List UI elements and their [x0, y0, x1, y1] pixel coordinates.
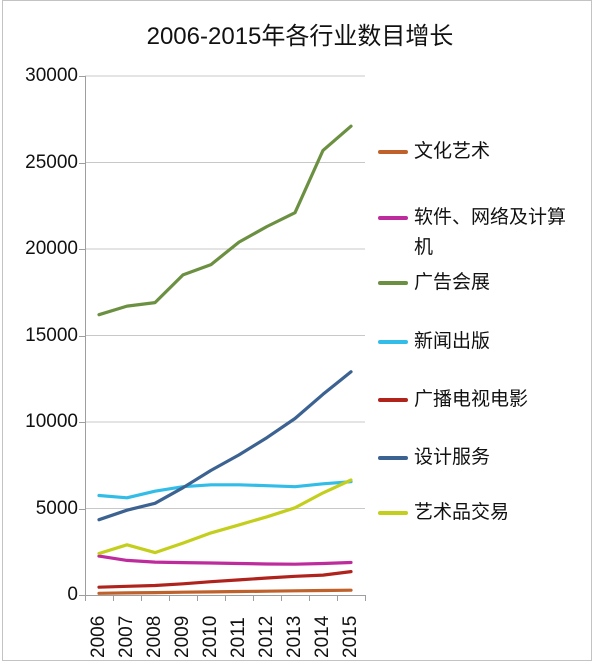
legend-label-design-services: 设计服务 [414, 447, 491, 468]
y-axis-tick [79, 76, 85, 77]
legend-swatch-art-trading [378, 511, 408, 515]
legend-label-art-trading: 艺术品交易 [414, 502, 510, 523]
x-axis-label: 2007 [116, 615, 137, 658]
x-axis-label: 2009 [172, 615, 193, 658]
chart-border [2, 0, 592, 661]
x-axis-tick [337, 595, 338, 601]
x-axis-tick [85, 595, 86, 601]
y-axis-tick [79, 335, 85, 337]
series-line-radio-tv-film [97, 570, 353, 589]
legend-swatch-design-services [378, 456, 408, 460]
series-line-news-publishing [97, 480, 353, 500]
y-axis-label: 20000 [25, 238, 78, 259]
y-axis-label: 15000 [25, 324, 78, 346]
x-axis-tick [309, 595, 310, 601]
x-axis-tick [197, 595, 198, 601]
legend-label-software-network-computer: 软件、网络及计算机 [414, 207, 567, 258]
chart-title: 2006-2015年各行业数目增长 [146, 23, 454, 50]
x-axis-tick [225, 595, 226, 601]
series-line-advertising-exhibition [97, 124, 353, 317]
legend-swatch-news-publishing [378, 340, 408, 344]
y-axis-label: 30000 [25, 65, 78, 86]
legend-swatch-software-network-computer [378, 216, 408, 220]
y-axis-tick [79, 422, 85, 423]
x-axis-label: 2011 [228, 617, 249, 658]
y-axis-label: 10000 [25, 411, 78, 432]
x-axis-label: 2013 [284, 615, 305, 658]
series-line-culture-art [97, 588, 353, 595]
y-axis-label: 25000 [25, 151, 78, 173]
x-axis-tick [281, 595, 282, 601]
x-axis-tick [253, 595, 254, 601]
y-axis-label: 5000 [35, 497, 78, 519]
x-axis-tick [141, 595, 142, 601]
x-axis-tick [113, 595, 114, 601]
plot-area [85, 75, 365, 595]
legend-label-news-publishing: 新闻出版 [414, 331, 491, 352]
series-line-software-network-computer [97, 554, 353, 566]
legend-label-radio-tv-film: 广播电视电影 [414, 389, 529, 410]
y-axis-tick [79, 249, 85, 250]
legend-label-advertising-exhibition: 广告会展 [414, 272, 491, 293]
legend-label-culture-art: 文化艺术 [414, 141, 491, 162]
legend-swatch-radio-tv-film [378, 398, 408, 402]
legend-swatch-advertising-exhibition [378, 281, 408, 285]
x-axis-tick [169, 595, 170, 601]
x-axis-label: 2008 [144, 615, 165, 658]
x-axis-label: 2012 [256, 615, 277, 658]
y-axis-tick [79, 162, 85, 164]
series-line-design-services [97, 370, 353, 522]
y-axis-label: 0 [67, 584, 78, 605]
x-axis-label: 2010 [200, 615, 221, 658]
x-axis-tick [365, 595, 366, 601]
x-axis-label: 2015 [340, 615, 361, 658]
y-axis-tick [79, 595, 85, 596]
y-axis-tick [79, 508, 85, 510]
y-axis-line [85, 76, 86, 595]
legend-swatch-culture-art [378, 150, 408, 154]
x-axis-label: 2006 [88, 615, 109, 658]
series-line-art-trading [97, 478, 353, 556]
x-axis-label: 2014 [312, 615, 333, 658]
